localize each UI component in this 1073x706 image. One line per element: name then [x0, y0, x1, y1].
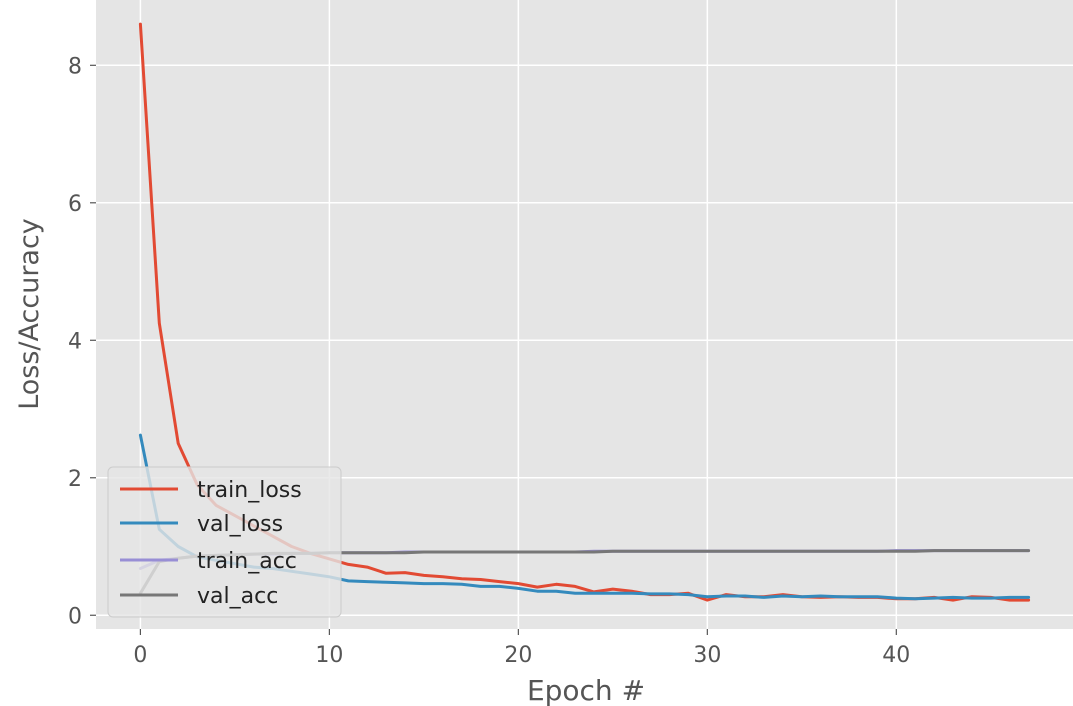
x-tick-label: 10 — [315, 643, 343, 668]
legend-label-train-loss: train_loss — [197, 478, 302, 503]
y-tick-label: 6 — [68, 192, 82, 217]
y-tick-label: 8 — [68, 54, 82, 79]
x-tick-label: 0 — [133, 643, 147, 668]
x-tick-label: 20 — [504, 643, 532, 668]
x-tick-label: 40 — [882, 643, 910, 668]
x-tick-label: 30 — [693, 643, 721, 668]
x-axis-label: Epoch # — [527, 674, 645, 706]
y-tick-label: 4 — [68, 329, 82, 354]
legend-box — [107, 466, 342, 618]
y-axis-label: Loss/Accuracy — [14, 218, 45, 410]
legend-label-val-loss: val_loss — [197, 512, 283, 537]
legend-label-val-acc: val_acc — [197, 584, 278, 609]
grid — [96, 0, 1073, 629]
y-tick-label: 2 — [68, 467, 82, 492]
tick-labels: 0 10 20 30 40 0 2 4 6 8 — [68, 54, 910, 668]
y-tick-label: 0 — [68, 604, 82, 629]
legend: train_loss val_loss train_acc val_acc — [107, 466, 342, 618]
legend-label-train-acc: train_acc — [197, 549, 297, 574]
